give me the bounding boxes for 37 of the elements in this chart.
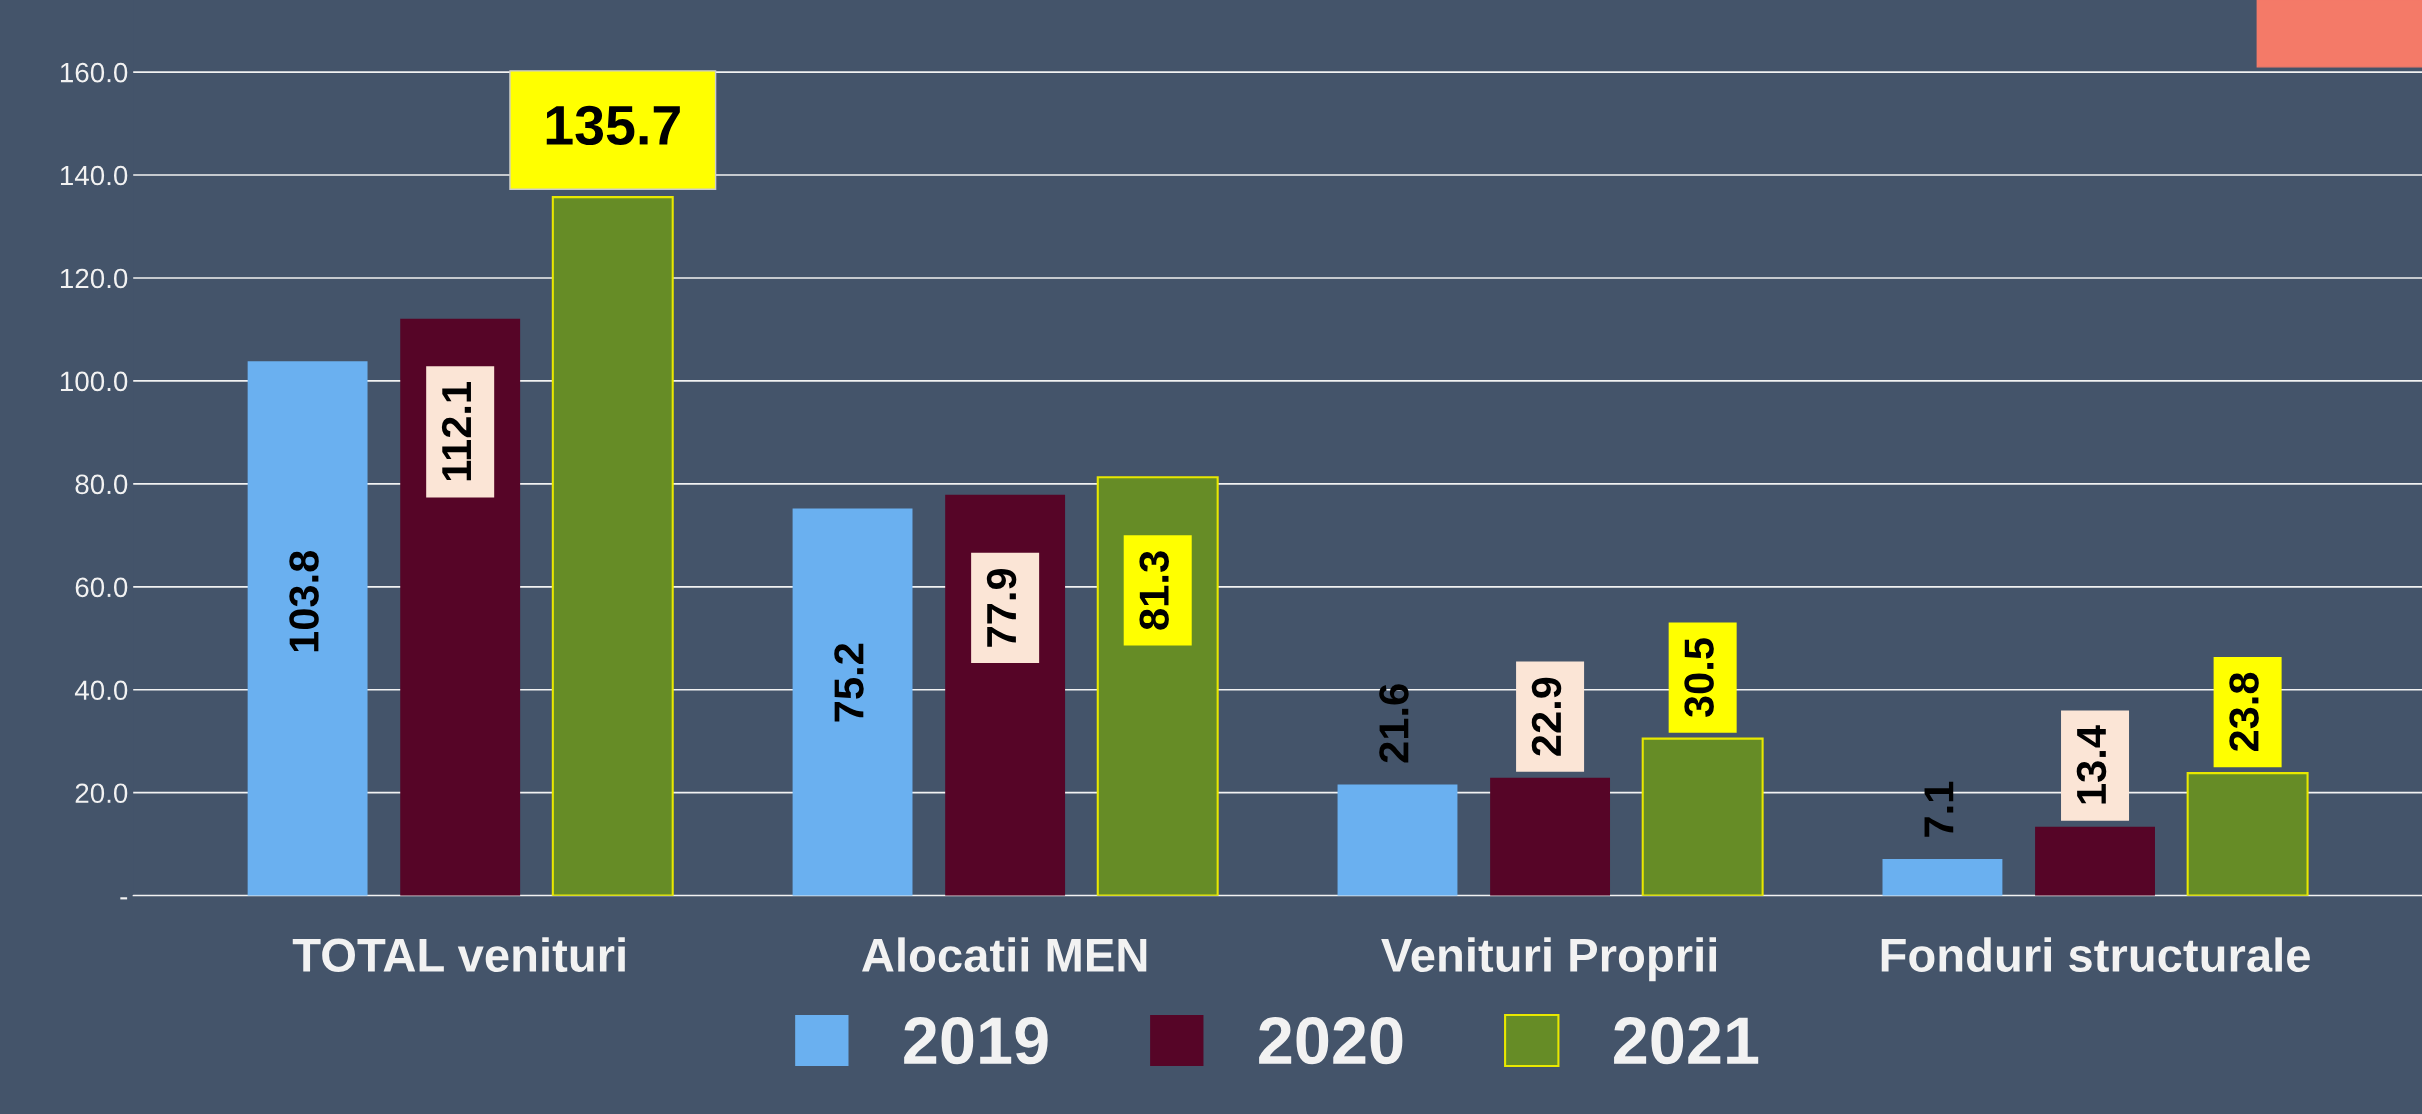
data-label: 112.1 bbox=[441, 382, 471, 481]
data-label: 135.7 bbox=[546, 105, 680, 146]
data-label: 77.9 bbox=[986, 568, 1017, 647]
y-tick-label: 100.0 bbox=[60, 371, 128, 392]
data-label: 103.8 bbox=[289, 550, 319, 652]
y-tick-label: - bbox=[120, 897, 128, 900]
data-label: 23.8 bbox=[2229, 672, 2259, 752]
y-tick-label: 120.0 bbox=[60, 268, 128, 289]
x-tick-label: Alocatii MEN bbox=[862, 937, 1147, 973]
y-tick-label: 20.0 bbox=[75, 783, 128, 804]
data-label: 22.9 bbox=[1531, 677, 1562, 756]
y-tick-label: 160.0 bbox=[60, 62, 128, 83]
y-tick-label: 40.0 bbox=[74, 680, 128, 701]
data-label: 7.1 bbox=[1924, 781, 1954, 837]
x-tick-label: TOTAL venituri bbox=[292, 937, 625, 973]
bar bbox=[1337, 784, 1458, 896]
bar bbox=[1882, 859, 2003, 896]
bar bbox=[1490, 777, 1611, 896]
bar bbox=[1641, 737, 1764, 896]
x-tick-label: Fonduri structurale bbox=[1881, 937, 2310, 973]
y-tick-label: 80.0 bbox=[75, 474, 128, 495]
legend-label: 2021 bbox=[1614, 1017, 1759, 1065]
bar bbox=[247, 361, 368, 896]
data-label: 81.3 bbox=[1139, 551, 1169, 630]
data-label: 75.2 bbox=[834, 643, 864, 722]
bar bbox=[551, 196, 674, 896]
legend-label: 2020 bbox=[1259, 1017, 1403, 1065]
data-label: 21.6 bbox=[1379, 684, 1409, 763]
legend-label: 2019 bbox=[904, 1017, 1048, 1065]
data-label: 30.5 bbox=[1684, 638, 1714, 718]
x-tick-label: Venituri Proprii bbox=[1381, 937, 1716, 982]
y-tick-label: 140.0 bbox=[60, 165, 128, 186]
data-label: 13.4 bbox=[2076, 725, 2107, 804]
bar bbox=[2186, 772, 2309, 896]
bar bbox=[2035, 826, 2155, 896]
y-tick-label: 60.0 bbox=[75, 577, 128, 598]
bar bbox=[792, 508, 913, 896]
